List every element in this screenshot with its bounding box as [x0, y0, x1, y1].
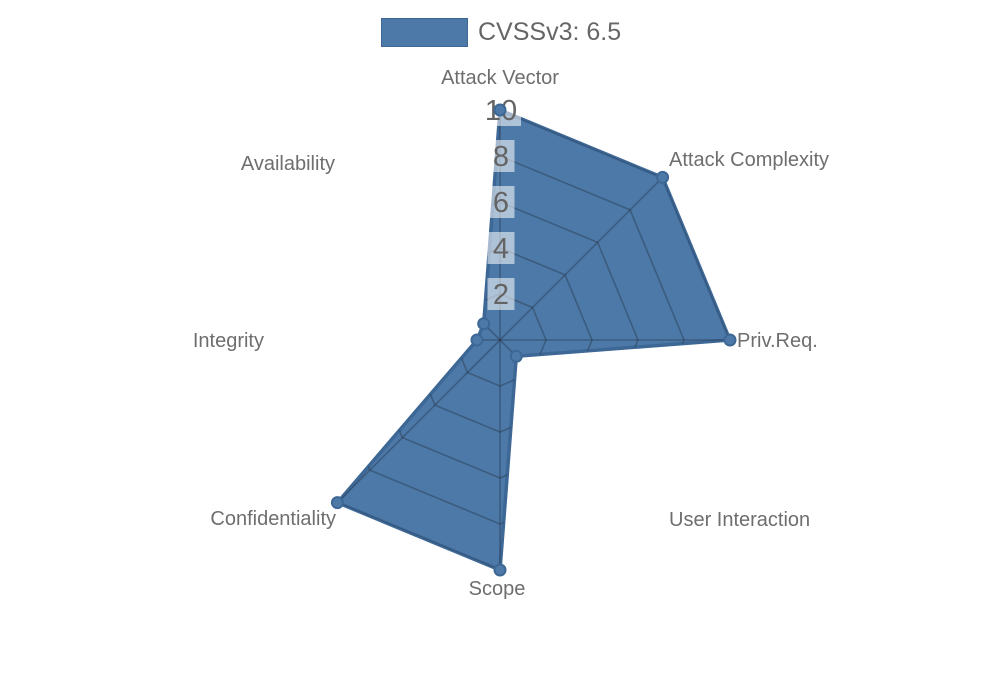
axis-label-user-interaction: User Interaction [669, 509, 810, 531]
tick-backdrop-2 [487, 278, 515, 310]
vertex-marker-user-interaction[interactable] [509, 349, 523, 363]
legend-item[interactable]: CVSSv3: 6.5 [381, 18, 621, 47]
tick-label-2: 2 [493, 279, 509, 311]
vertex-marker-attack-complexity[interactable] [656, 170, 670, 184]
vertex-marker-attack-vector[interactable] [493, 103, 507, 117]
tick-label-6: 6 [493, 187, 509, 219]
tick-backdrop-4 [487, 232, 515, 264]
axis-line-availability [337, 176, 501, 341]
vertex-marker-priv-req[interactable] [723, 333, 737, 347]
axis-label-confidentiality: Confidentiality [210, 508, 336, 530]
axis-line-attack-complexity [499, 176, 664, 341]
tick-backdrop-6 [487, 186, 515, 218]
legend-swatch [381, 18, 468, 47]
axis-label-attack-complexity: Attack Complexity [669, 149, 829, 171]
tick-label-4: 4 [493, 233, 509, 265]
tick-label-8: 8 [493, 141, 509, 173]
axis-line-confidentiality [337, 339, 501, 504]
vertex-marker-scope[interactable] [493, 563, 507, 577]
axis-label-attack-vector: Attack Vector [441, 67, 559, 89]
vertex-marker-availability[interactable] [477, 317, 491, 331]
axis-label-scope: Scope [469, 578, 526, 600]
legend-label: CVSSv3: 6.5 [478, 18, 622, 46]
axis-label-priv-req: Priv.Req. [737, 330, 818, 352]
tick-backdrop-8 [487, 140, 515, 172]
axis-label-integrity: Integrity [193, 330, 264, 352]
vertex-marker-confidentiality[interactable] [330, 496, 344, 510]
axis-line-user-interaction [499, 339, 664, 504]
axis-label-availability: Availability [241, 153, 335, 175]
vertex-marker-integrity[interactable] [470, 333, 484, 347]
